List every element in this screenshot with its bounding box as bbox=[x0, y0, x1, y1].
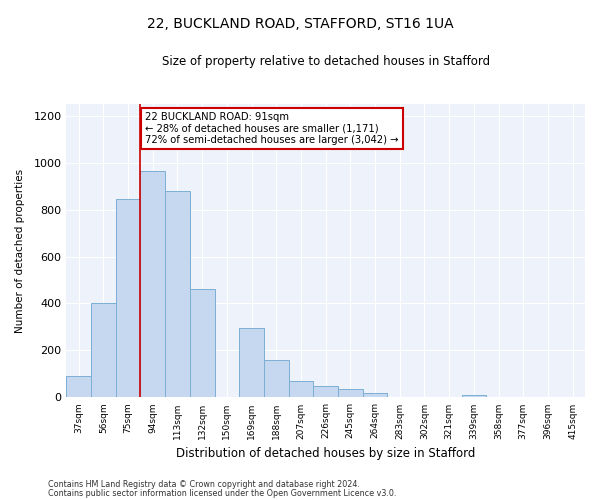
Y-axis label: Number of detached properties: Number of detached properties bbox=[15, 168, 25, 332]
Bar bbox=[116, 199, 140, 398]
Text: 22, BUCKLAND ROAD, STAFFORD, ST16 1UA: 22, BUCKLAND ROAD, STAFFORD, ST16 1UA bbox=[146, 18, 454, 32]
Bar bbox=[239, 328, 264, 398]
Text: 22 BUCKLAND ROAD: 91sqm
← 28% of detached houses are smaller (1,171)
72% of semi: 22 BUCKLAND ROAD: 91sqm ← 28% of detache… bbox=[145, 112, 399, 146]
Bar bbox=[313, 386, 338, 398]
Bar bbox=[165, 191, 190, 398]
Bar bbox=[91, 304, 116, 398]
Bar bbox=[264, 360, 289, 398]
X-axis label: Distribution of detached houses by size in Stafford: Distribution of detached houses by size … bbox=[176, 447, 475, 460]
Bar bbox=[190, 290, 215, 398]
Bar bbox=[289, 381, 313, 398]
Bar bbox=[140, 171, 165, 398]
Title: Size of property relative to detached houses in Stafford: Size of property relative to detached ho… bbox=[161, 55, 490, 68]
Bar bbox=[67, 376, 91, 398]
Bar bbox=[363, 392, 388, 398]
Bar bbox=[338, 389, 363, 398]
Text: Contains public sector information licensed under the Open Government Licence v3: Contains public sector information licen… bbox=[48, 489, 397, 498]
Bar bbox=[461, 395, 486, 398]
Text: Contains HM Land Registry data © Crown copyright and database right 2024.: Contains HM Land Registry data © Crown c… bbox=[48, 480, 360, 489]
